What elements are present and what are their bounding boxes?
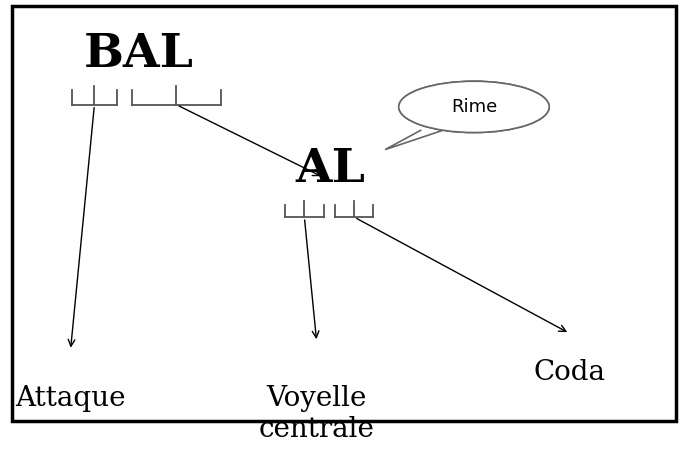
Ellipse shape [399,81,549,133]
PathPatch shape [385,130,444,150]
Ellipse shape [399,81,549,133]
Text: AL: AL [296,147,366,193]
Text: Voyelle
centrale: Voyelle centrale [259,385,375,443]
Text: BAL: BAL [84,31,194,77]
Text: Coda: Coda [534,359,606,386]
Text: Rime: Rime [451,98,497,116]
Text: Attaque: Attaque [15,385,126,412]
